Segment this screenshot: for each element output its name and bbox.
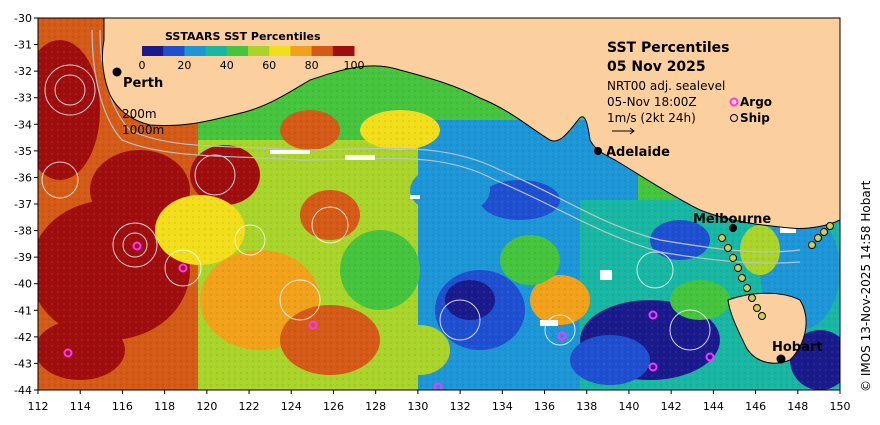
colorbar-swatch (269, 46, 291, 56)
x-tick-label: 128 (365, 400, 386, 413)
city-label: Adelaide (606, 145, 670, 160)
y-tick-label: -41 (14, 304, 32, 317)
city-marker-icon (594, 147, 602, 155)
isobath-label-200m: 200m (122, 107, 157, 121)
colorbar-swatch (184, 46, 207, 56)
y-tick-label: -30 (14, 12, 32, 25)
y-tick-label: -40 (14, 278, 32, 291)
sst-field (38, 18, 840, 390)
colorbar-swatch (205, 46, 228, 56)
colorbar-swatch (290, 46, 313, 56)
title-line-4: 05-Nov 18:00Z (607, 95, 697, 109)
colorbar-swatch (311, 46, 334, 56)
city-perth: Perth (112, 67, 163, 91)
city-marker-icon (112, 67, 122, 77)
x-tick-label: 144 (703, 400, 724, 413)
x-tick-label: 148 (787, 400, 808, 413)
x-tick-label: 146 (745, 400, 766, 413)
colorbar: SSTAARS SST Percentiles 0 20 40 60 80 100 (139, 30, 365, 72)
title-line-2: 05 Nov 2025 (607, 59, 706, 75)
x-tick-label: 138 (576, 400, 597, 413)
colorbar-tick-label: 80 (305, 59, 319, 72)
city-hobart: Hobart (772, 340, 823, 364)
x-tick-label: 142 (661, 400, 682, 413)
y-tick-label: -34 (14, 118, 32, 131)
title-line-3: NRT00 adj. sealevel (607, 79, 725, 93)
x-tick-label: 112 (28, 400, 49, 413)
y-tick-label: -36 (14, 171, 32, 184)
isobath-label-1000m: 1000m (122, 123, 164, 137)
y-tick-label: -42 (14, 331, 32, 344)
colorbar-swatch (248, 46, 270, 56)
ship-legend-icon (730, 114, 738, 122)
x-tick-label: 140 (618, 400, 639, 413)
colorbar-tick-label: 60 (262, 59, 276, 72)
x-tick-label: 120 (196, 400, 217, 413)
x-tick-label: 126 (323, 400, 344, 413)
colorbar-swatch (226, 46, 249, 56)
colorbar-tick-label: 0 (139, 59, 146, 72)
x-tick-label: 150 (830, 400, 851, 413)
colorbar-tick-label: 100 (344, 59, 365, 72)
y-tick-label: -44 (14, 384, 32, 397)
y-tick-label: -35 (14, 145, 32, 158)
city-marker-icon (729, 224, 737, 232)
colorbar-tick-label: 40 (220, 59, 234, 72)
y-tick-label: -31 (14, 39, 32, 52)
credit-text: © IMOS 13-Nov-2025 14:58 Hobart (859, 180, 873, 392)
argo-legend-icon (729, 97, 739, 107)
x-tick-label: 134 (492, 400, 513, 413)
x-tick-label: 136 (534, 400, 555, 413)
city-marker-icon (776, 354, 786, 364)
y-tick-label: -38 (14, 225, 32, 238)
y-tick-label: -33 (14, 92, 32, 105)
x-tick-label: 124 (281, 400, 302, 413)
x-axis: 112 114 116 118 120 122 124 126 128 130 132 134 136 1… (28, 390, 851, 413)
title-block: SST Percentiles 05 Nov 2025 NRT00 adj. s… (607, 40, 772, 135)
title-line-5: 1m/s (2kt 24h) (607, 111, 696, 125)
colorbar-swatch (332, 46, 355, 56)
ship-legend-label: Ship (740, 111, 770, 125)
city-adelaide: Adelaide (594, 145, 670, 160)
argo-legend-label: Argo (740, 95, 772, 109)
tasmania-landmass (727, 292, 807, 364)
x-tick-label: 132 (450, 400, 471, 413)
australia-landmass (101, 18, 840, 229)
x-tick-label: 118 (154, 400, 175, 413)
colorbar-swatch (142, 46, 164, 56)
city-label: Perth (123, 76, 163, 91)
colorbar-title: SSTAARS SST Percentiles (165, 30, 321, 43)
city-label: Hobart (772, 340, 823, 355)
y-tick-label: -37 (14, 198, 32, 211)
velocity-scale-arrow-icon (612, 127, 635, 135)
colorbar-tick-label: 20 (177, 59, 191, 72)
x-tick-label: 114 (70, 400, 91, 413)
y-tick-label: -43 (14, 357, 32, 370)
title-line-1: SST Percentiles (607, 40, 730, 56)
x-tick-label: 122 (239, 400, 260, 413)
y-tick-label: -39 (14, 251, 32, 264)
x-tick-label: 116 (112, 400, 133, 413)
y-tick-label: -32 (14, 65, 32, 78)
colorbar-swatch (163, 46, 185, 56)
x-tick-label: 130 (407, 400, 428, 413)
city-label: Melbourne (693, 212, 771, 227)
city-melbourne: Melbourne (693, 212, 771, 232)
y-axis: -30 -31 -32 -33 -34 -35 -36 -37 -38 -39 -40 -41 -42 -… (14, 12, 38, 397)
